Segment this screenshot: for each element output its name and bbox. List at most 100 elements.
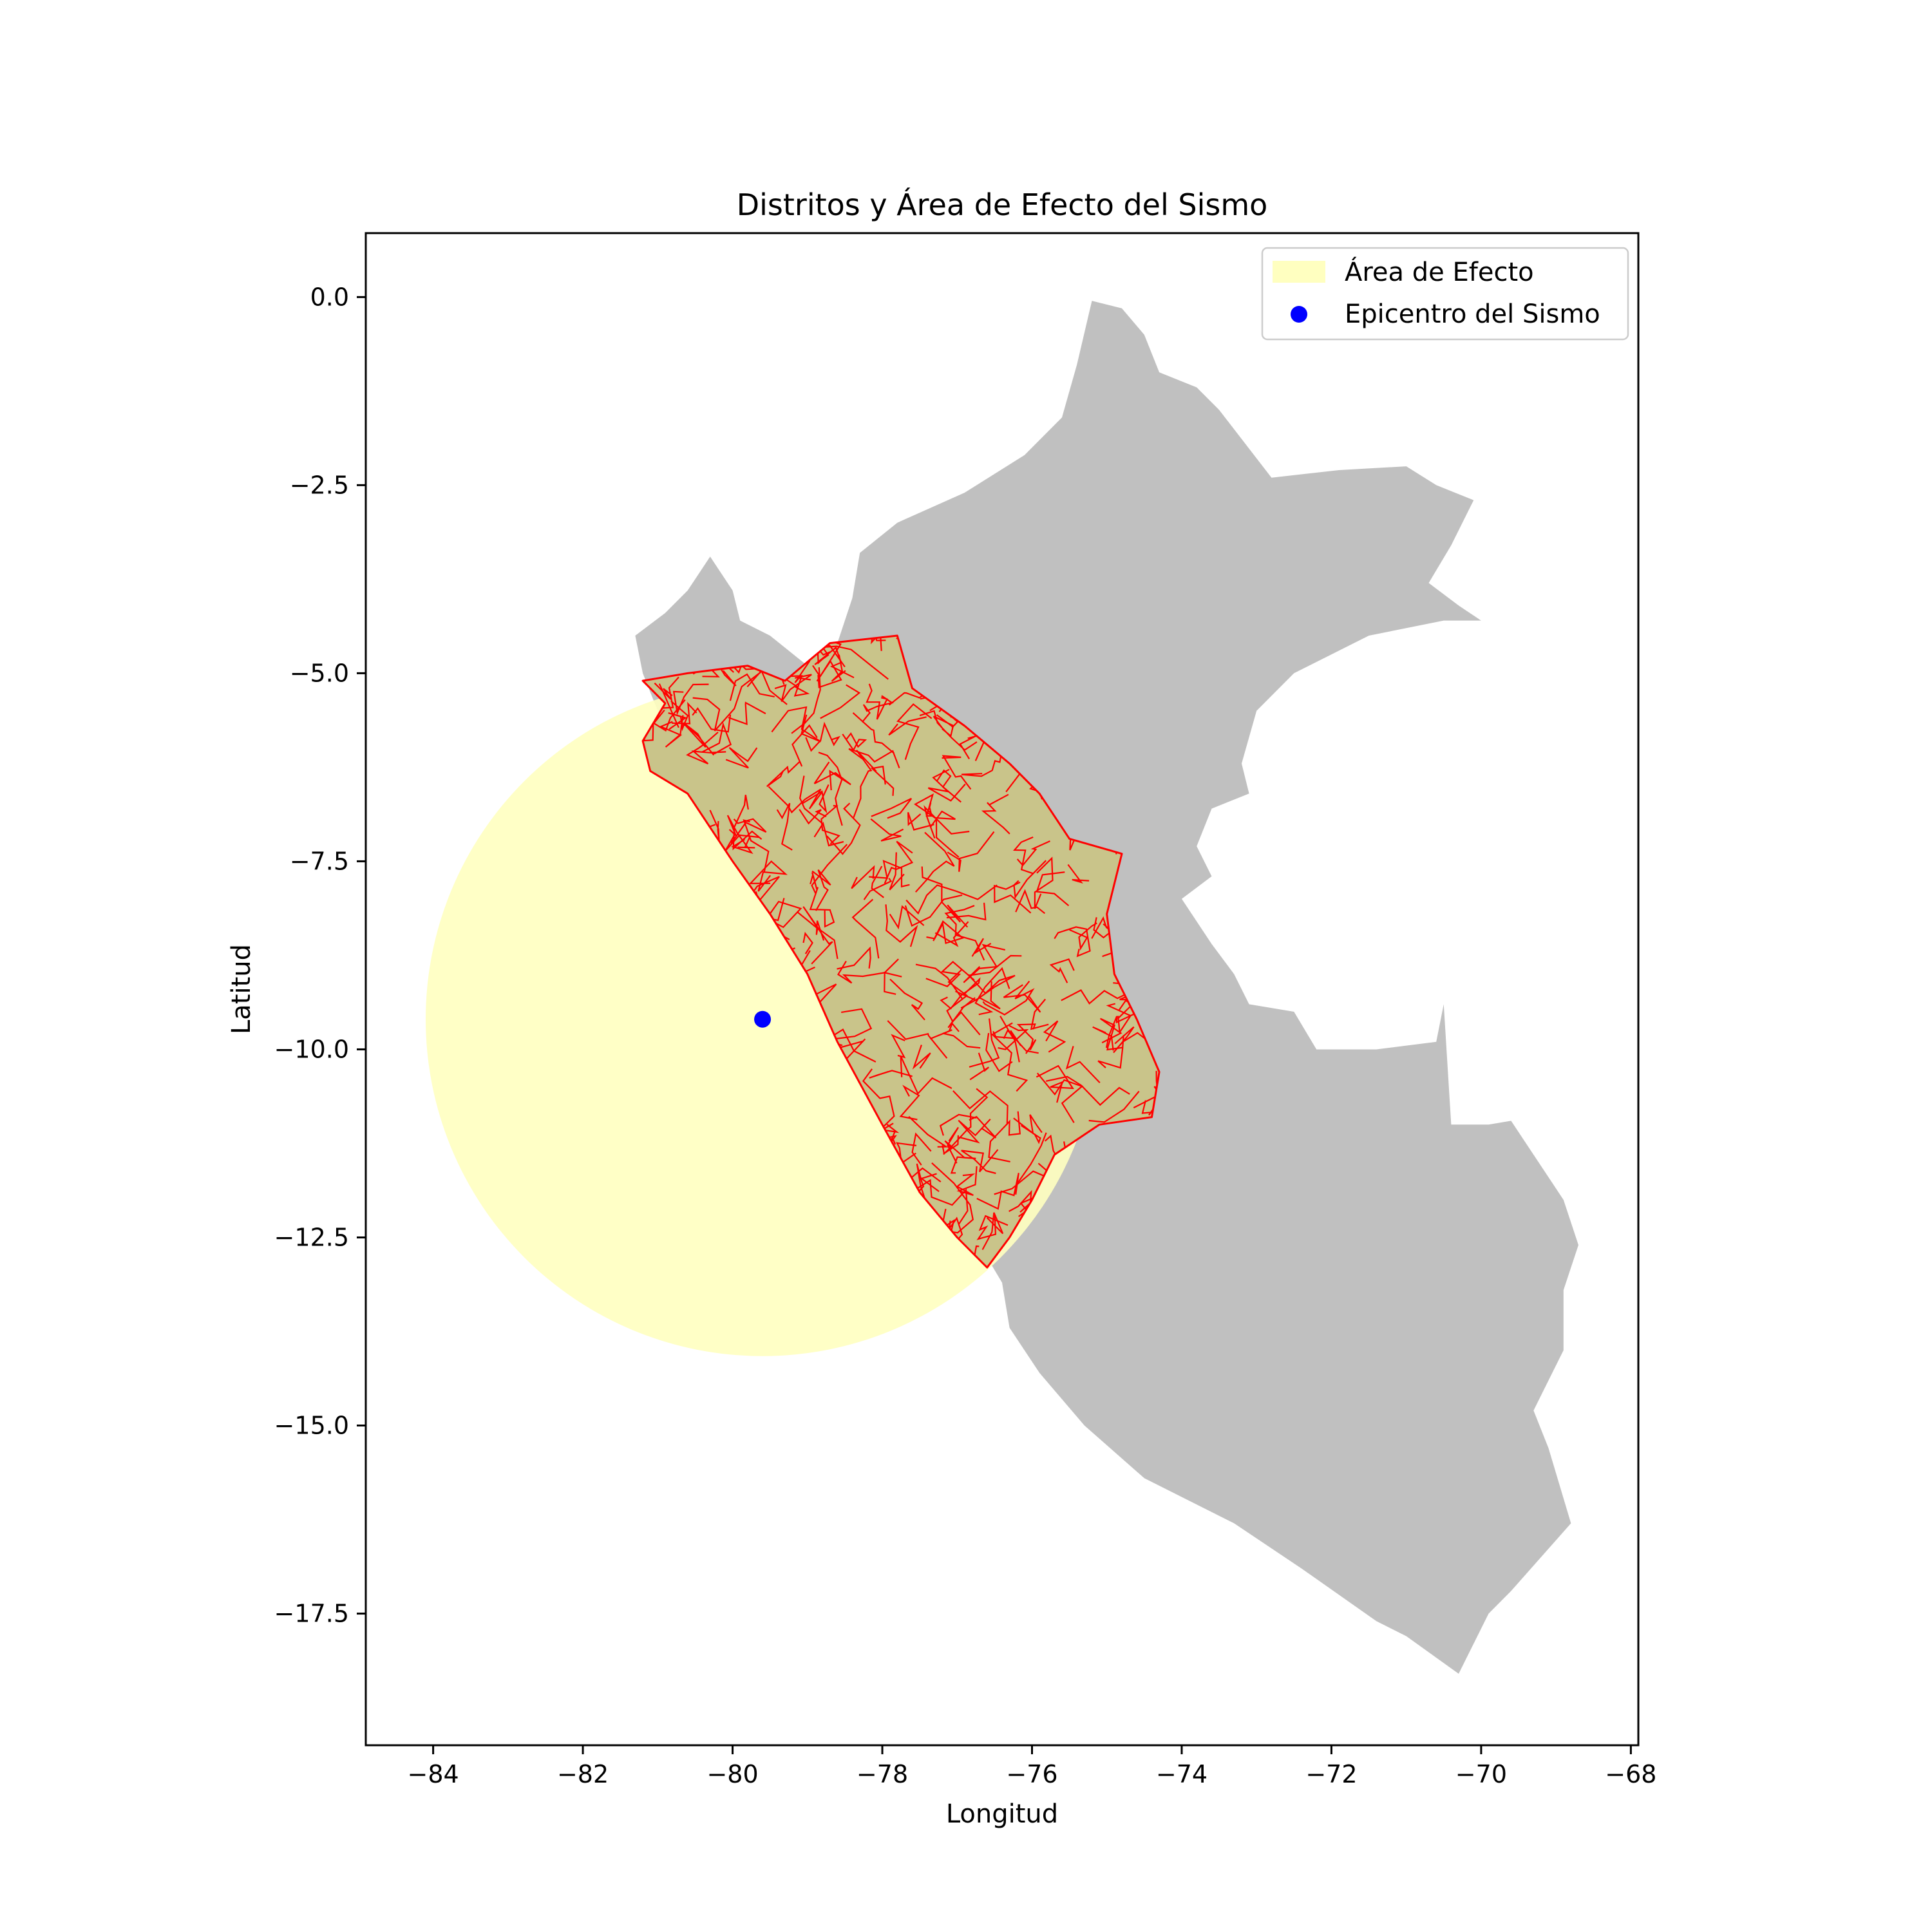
district-boundary	[944, 905, 985, 961]
x-tick-label: −78	[857, 1760, 908, 1788]
district-boundary	[797, 906, 838, 960]
x-tick-label: −70	[1455, 1760, 1507, 1788]
district-boundary	[946, 969, 981, 1036]
district-boundary	[811, 920, 833, 965]
district-boundary	[1133, 1070, 1160, 1109]
district-boundary	[971, 938, 992, 957]
district-boundary	[921, 866, 969, 928]
district-boundary	[869, 1070, 913, 1079]
y-tick-label: −10.0	[274, 1035, 349, 1063]
district-boundary	[905, 884, 998, 915]
district-boundary	[1012, 836, 1034, 875]
district-boundary	[816, 659, 842, 688]
district-boundary	[730, 818, 767, 846]
district-boundary	[805, 721, 841, 752]
district-boundary	[927, 768, 966, 802]
district-boundary	[947, 831, 995, 872]
district-boundary	[896, 703, 933, 760]
y-tick-label: −5.0	[290, 659, 349, 687]
x-axis-label: Longitud	[946, 1799, 1058, 1829]
y-tick-label: −7.5	[290, 847, 349, 875]
district-boundary	[1088, 1090, 1140, 1123]
district-boundary	[960, 981, 1001, 1010]
chart-title: Distritos y Área de Efecto del Sismo	[737, 187, 1268, 222]
district-boundary	[1043, 1020, 1066, 1053]
district-boundary	[837, 946, 871, 970]
district-boundary	[963, 943, 1006, 983]
legend-label-effect-area: Área de Efecto	[1345, 256, 1534, 287]
district-boundary	[726, 815, 753, 855]
y-tick-label: 0.0	[310, 283, 349, 311]
district-boundary	[851, 865, 875, 889]
district-boundary	[1010, 1030, 1022, 1063]
district-boundary	[900, 1056, 952, 1095]
district-boundary	[643, 699, 686, 737]
y-tick-label: −12.5	[274, 1223, 349, 1251]
district-boundary	[939, 1113, 977, 1136]
district-boundary	[658, 683, 679, 728]
district-boundary	[748, 860, 788, 892]
district-boundary	[961, 742, 1005, 777]
district-boundary	[958, 1119, 991, 1144]
district-boundary	[947, 1126, 959, 1164]
legend-box	[1261, 247, 1629, 341]
district-boundary	[1092, 1026, 1114, 1051]
district-boundary	[930, 810, 960, 858]
district-boundary	[925, 961, 975, 987]
district-boundary	[1105, 1010, 1140, 1048]
district-boundary	[1097, 1035, 1124, 1069]
district-boundary	[853, 750, 877, 818]
district-boundary	[888, 716, 927, 736]
district-boundary	[929, 1022, 960, 1040]
district-boundary	[931, 1162, 974, 1234]
x-tick-label: −82	[557, 1760, 609, 1788]
district-boundary	[1054, 926, 1091, 958]
district-boundary	[908, 1115, 949, 1148]
district-boundary	[981, 793, 1010, 835]
district-boundary	[799, 809, 827, 825]
x-axis-ticks: −84 −82 −80 −78 −76 −74 −72 −70 −68	[408, 1745, 1656, 1788]
epicenter-marker[interactable]	[754, 1010, 772, 1028]
district-boundary	[994, 881, 1032, 914]
district-boundary	[811, 869, 831, 911]
district-boundary	[947, 997, 976, 1028]
district-boundary	[791, 724, 818, 767]
district-boundary	[869, 860, 910, 888]
district-boundary	[981, 1212, 1004, 1251]
district-boundary	[809, 887, 835, 928]
district-boundary	[985, 1033, 1013, 1072]
district-boundary	[659, 715, 684, 748]
district-boundary	[737, 835, 755, 849]
district-boundary	[654, 682, 673, 700]
district-boundary	[686, 732, 719, 765]
district-boundary	[1013, 1114, 1043, 1135]
district-boundary	[976, 1215, 1009, 1240]
district-boundary	[969, 1052, 990, 1081]
district-boundary	[746, 669, 788, 705]
y-axis-label: Latitud	[227, 944, 256, 1034]
y-tick-label: −2.5	[290, 471, 349, 499]
district-boundary	[1069, 922, 1097, 951]
district-boundary	[643, 709, 665, 753]
x-tick-label: −72	[1305, 1760, 1357, 1788]
district-boundary	[942, 1135, 959, 1155]
district-boundary	[818, 752, 843, 826]
district-boundary	[1113, 1026, 1150, 1054]
district-boundary	[1030, 998, 1049, 1030]
district-boundary	[1148, 1086, 1160, 1116]
legend-marker-epicenter	[1291, 306, 1307, 323]
x-tick-label: −84	[408, 1760, 459, 1788]
x-tick-label: −74	[1156, 1760, 1208, 1788]
district-boundary	[1015, 889, 1046, 914]
district-boundary	[942, 755, 972, 790]
district-boundary	[1016, 840, 1050, 867]
legend-label-epicenter: Epicentro del Sismo	[1345, 299, 1600, 329]
district-boundary	[904, 894, 963, 927]
district-boundary	[774, 674, 812, 703]
district-boundary	[914, 831, 955, 893]
district-boundary	[871, 866, 884, 898]
district-boundary	[955, 974, 1016, 1001]
district-boundary	[729, 673, 775, 701]
district-boundary	[813, 821, 844, 847]
district-boundary	[1016, 1023, 1037, 1054]
